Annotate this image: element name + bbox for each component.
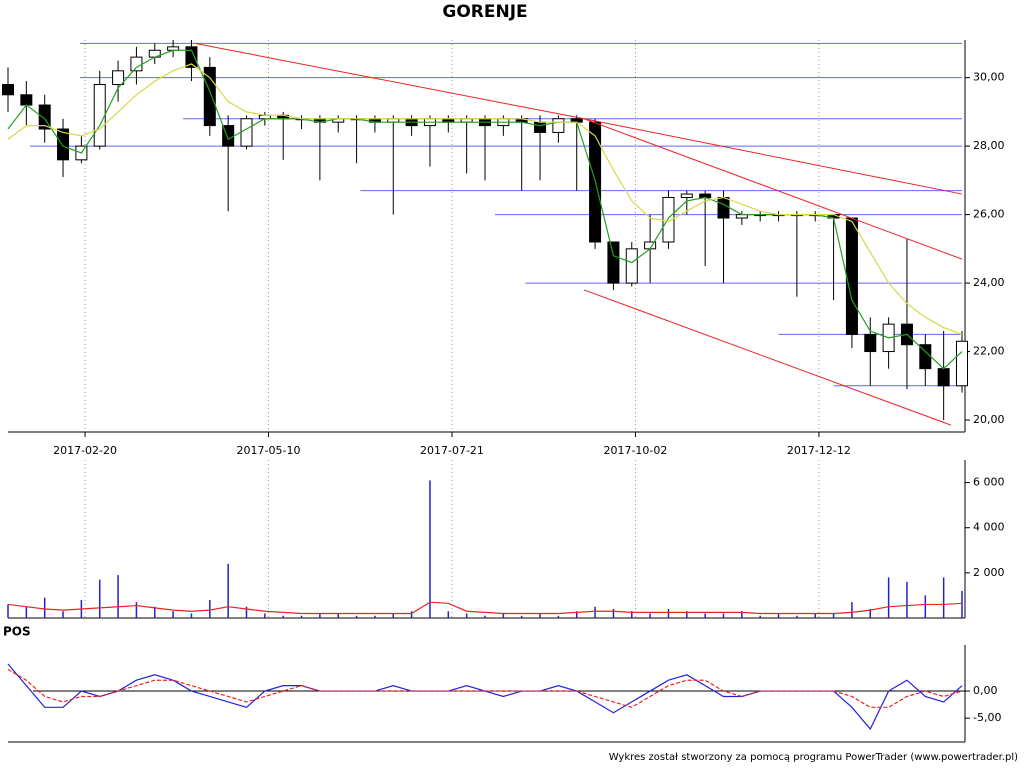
candle-body [240, 118, 253, 147]
candle-body [625, 248, 638, 284]
candle-body [937, 368, 950, 387]
candle-body [680, 193, 693, 198]
panel-title: POS [3, 625, 31, 639]
y-tick-label: 0,00 [973, 684, 998, 697]
candle-body [864, 333, 877, 353]
chart-title: GORENJE [442, 2, 527, 22]
candle-body [662, 196, 675, 243]
trend-line [583, 118, 963, 195]
y-tick-label: 22,00 [973, 345, 1005, 358]
candle-body [534, 121, 547, 133]
candle-body [93, 84, 106, 147]
candle-body [955, 340, 969, 387]
y-tick-label: 28,00 [973, 139, 1005, 152]
series-line [7, 601, 963, 615]
candle-body [607, 241, 620, 284]
candle-body [112, 70, 125, 86]
x-tick-label: 2017-12-12 [787, 444, 851, 457]
candle-body [185, 46, 198, 68]
x-tick-label: 2017-10-02 [603, 444, 667, 457]
series-line [7, 63, 963, 335]
x-tick-label: 2017-05-10 [237, 444, 301, 457]
candle-body [552, 118, 565, 133]
candle-body [57, 128, 70, 161]
y-tick-label: 24,00 [973, 276, 1005, 289]
y-tick-label: 6 000 [973, 476, 1005, 489]
candle-body [38, 104, 51, 130]
y-tick-label: 30,00 [973, 71, 1005, 84]
y-tick-label: 20,00 [973, 413, 1005, 426]
y-tick-label: 2 000 [973, 566, 1005, 579]
candle-body [20, 94, 33, 106]
x-tick-label: 2017-07-21 [420, 444, 484, 457]
y-tick-label: 26,00 [973, 208, 1005, 221]
footer: Wykres został stworzony za pomocą progra… [609, 752, 1018, 763]
y-tick-label: -5,00 [973, 711, 1001, 724]
candle-body [130, 56, 143, 72]
x-tick-label: 2017-02-20 [53, 444, 117, 457]
candle-body [717, 196, 730, 219]
series-line [7, 663, 963, 731]
y-tick-label: 4 000 [973, 521, 1005, 534]
trend-line [583, 289, 952, 426]
candle-body [845, 217, 858, 335]
series-line [7, 668, 963, 708]
trend-line [583, 118, 963, 260]
candle-body [203, 66, 216, 127]
candle-body [1, 84, 15, 96]
trend-line [195, 42, 585, 120]
